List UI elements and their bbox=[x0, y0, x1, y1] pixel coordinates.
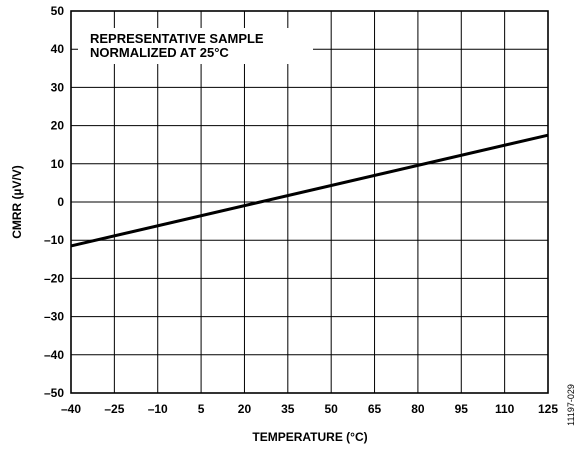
y-tick-labels: –50 –40 –30 –20 –10 0 10 20 30 40 50 bbox=[44, 4, 64, 400]
annotation-line-2: NORMALIZED AT 25°C bbox=[90, 45, 229, 60]
x-tick-label: 95 bbox=[455, 402, 469, 416]
y-tick-label: 10 bbox=[51, 157, 65, 171]
annotation-line-1: REPRESENTATIVE SAMPLE bbox=[90, 31, 264, 46]
y-tick-label: –10 bbox=[44, 233, 64, 247]
y-tick-label: 0 bbox=[57, 195, 64, 209]
y-tick-label: –50 bbox=[44, 386, 64, 400]
y-tick-label: –20 bbox=[44, 271, 64, 285]
x-tick-label: 80 bbox=[411, 402, 425, 416]
x-tick-label: 20 bbox=[238, 402, 252, 416]
x-tick-label: –25 bbox=[104, 402, 124, 416]
figure-id: 11197-029 bbox=[566, 384, 576, 426]
y-tick-label: –40 bbox=[44, 348, 64, 362]
x-tick-label: –10 bbox=[148, 402, 168, 416]
y-tick-label: 50 bbox=[51, 4, 65, 18]
x-tick-label: 110 bbox=[495, 402, 515, 416]
annotation: REPRESENTATIVE SAMPLE NORMALIZED AT 25°C bbox=[78, 28, 313, 64]
plot-frame bbox=[70, 10, 549, 394]
x-tick-label: 125 bbox=[538, 402, 558, 416]
x-axis-title: TEMPERATURE (°C) bbox=[252, 430, 367, 444]
x-tick-label: 65 bbox=[368, 402, 382, 416]
annotation-background bbox=[78, 28, 313, 64]
series-group bbox=[70, 133, 549, 248]
x-tick-label: 50 bbox=[325, 402, 339, 416]
x-tick-labels: –40 –25 –10 5 20 35 50 65 80 95 110 125 bbox=[61, 402, 558, 416]
y-tick-label: 40 bbox=[51, 42, 65, 56]
y-tick-label: 30 bbox=[51, 80, 65, 94]
y-tick-label: –30 bbox=[44, 310, 64, 324]
y-axis-title: CMRR (µV/V) bbox=[10, 165, 24, 239]
y-tick-label: 20 bbox=[51, 119, 65, 133]
x-tick-label: 5 bbox=[198, 402, 205, 416]
grid-lines bbox=[71, 11, 548, 393]
x-tick-label: –40 bbox=[61, 402, 81, 416]
cmrr-series-line bbox=[70, 133, 549, 248]
x-tick-label: 35 bbox=[281, 402, 295, 416]
